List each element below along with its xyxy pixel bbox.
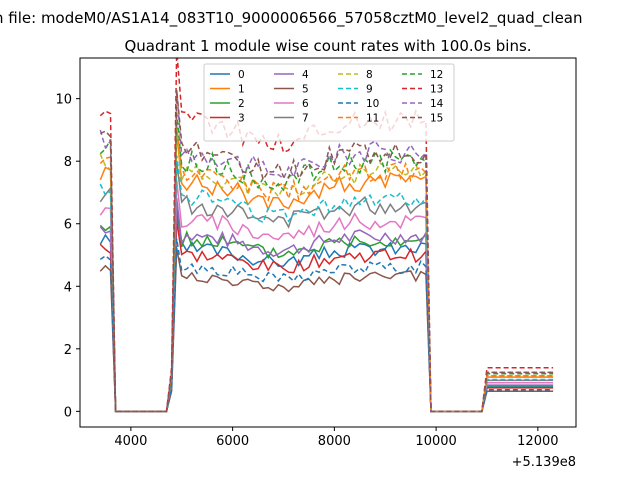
x-tick-label: 8000 <box>318 434 351 449</box>
legend-label: 7 <box>302 113 309 125</box>
figure-suptitle: n file: modeM0/AS1A14_083T10_9000006566_… <box>0 9 583 28</box>
y-tick-label: 10 <box>55 93 72 108</box>
legend-label: 4 <box>302 69 309 81</box>
chart-title: Quadrant 1 module wise count rates with … <box>124 37 531 55</box>
y-tick-label: 0 <box>64 405 72 420</box>
legend-box <box>203 63 455 142</box>
x-tick-label: 10000 <box>415 434 456 449</box>
legend-label: 15 <box>430 113 443 125</box>
series-lines <box>99 58 554 413</box>
legend-label: 6 <box>302 98 309 110</box>
legend-label: 14 <box>430 98 444 110</box>
series-line-8 <box>99 124 554 413</box>
x-tick-label: 6000 <box>216 434 249 449</box>
y-tick-label: 2 <box>64 343 72 358</box>
y-tick-label: 4 <box>64 280 72 295</box>
legend-label: 11 <box>366 113 379 125</box>
legend-label: 13 <box>430 84 443 96</box>
series-line-9 <box>99 155 554 413</box>
plot-frame <box>79 57 577 428</box>
series-line-7 <box>99 161 554 413</box>
x-tick-label: 12000 <box>517 434 558 449</box>
legend-label: 10 <box>366 98 379 110</box>
legend-label: 3 <box>238 113 245 125</box>
x-tick-label: 4000 <box>114 434 147 449</box>
legend-label: 1 <box>238 84 245 96</box>
legend-label: 12 <box>430 69 443 81</box>
series-line-11 <box>99 126 554 413</box>
legend-label: 8 <box>366 69 373 81</box>
y-axis: 0 2 4 6 8 10 <box>55 93 80 420</box>
legend-label: 0 <box>238 69 245 81</box>
y-tick-label: 8 <box>64 155 72 170</box>
legend-label: 9 <box>366 84 373 96</box>
legend-label: 2 <box>238 98 245 110</box>
legend-label: 5 <box>302 84 309 96</box>
y-tick-label: 6 <box>64 218 72 233</box>
x-axis: 4000 6000 8000 10000 12000 <box>114 427 559 449</box>
x-offset-label: +5.139e8 <box>512 455 576 470</box>
